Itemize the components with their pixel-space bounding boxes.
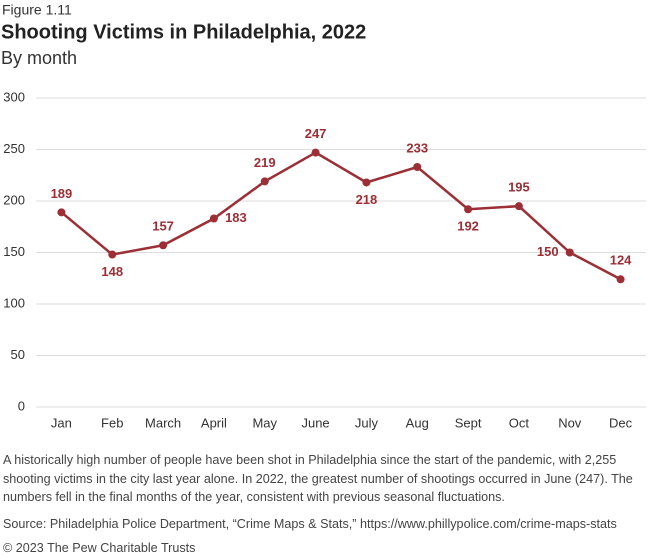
x-tick-label: May [252,415,277,430]
point [260,177,269,186]
point [514,202,523,211]
value-label: 192 [457,219,479,234]
point [209,214,218,223]
value-label: 157 [152,219,174,234]
x-tick-label: Sept [455,415,482,430]
x-tick-label: Feb [101,415,123,430]
x-tick-label: Dec [609,415,633,430]
value-label: 233 [406,140,428,155]
x-tick-label: April [201,415,227,430]
line [60,151,622,281]
point [464,205,473,214]
point [108,250,117,259]
x-tick-label: Oct [509,415,530,430]
copyright: © 2023 The Pew Charitable Trusts [3,541,196,555]
y-tick-label: 200 [3,192,25,207]
source: Source: Philadelphia Police Department, … [3,517,617,531]
point [362,178,371,187]
value-label: 219 [254,155,276,170]
value-label: 247 [305,126,327,141]
x-tick-label: Jan [51,415,72,430]
value-label: 195 [508,180,530,195]
point [413,163,422,172]
y-tick-label: 100 [3,295,25,310]
x-tick-label: March [145,415,181,430]
chart-subtitle: By month [1,48,77,68]
point [159,241,168,250]
y-tick-label: 0 [18,398,25,413]
value-label: 148 [101,264,123,279]
value-label: 218 [356,192,378,207]
point [57,208,66,217]
y-tick-label: 300 [3,89,25,104]
value-label: 183 [225,210,247,225]
y-tick-label: 150 [3,244,25,259]
x-tick-label: June [301,415,329,430]
value-label: 189 [51,186,73,201]
y-tick-label: 250 [3,141,25,156]
x-tick-label: July [355,415,379,430]
y-tick-label: 50 [11,347,25,362]
value-label: 150 [537,244,559,259]
figure-label: Figure 1.11 [2,2,72,18]
chart: Figure 1.11 Shooting Victims in Philadel… [1,2,646,430]
x-tick-label: Aug [406,415,429,430]
x-tick-label: Nov [558,415,582,430]
description: A historically high number of people hav… [3,453,633,504]
point [616,275,625,284]
chart-title: Shooting Victims in Philadelphia, 2022 [1,21,366,43]
value-label: 124 [610,253,632,268]
point [565,248,574,257]
point [311,148,320,157]
